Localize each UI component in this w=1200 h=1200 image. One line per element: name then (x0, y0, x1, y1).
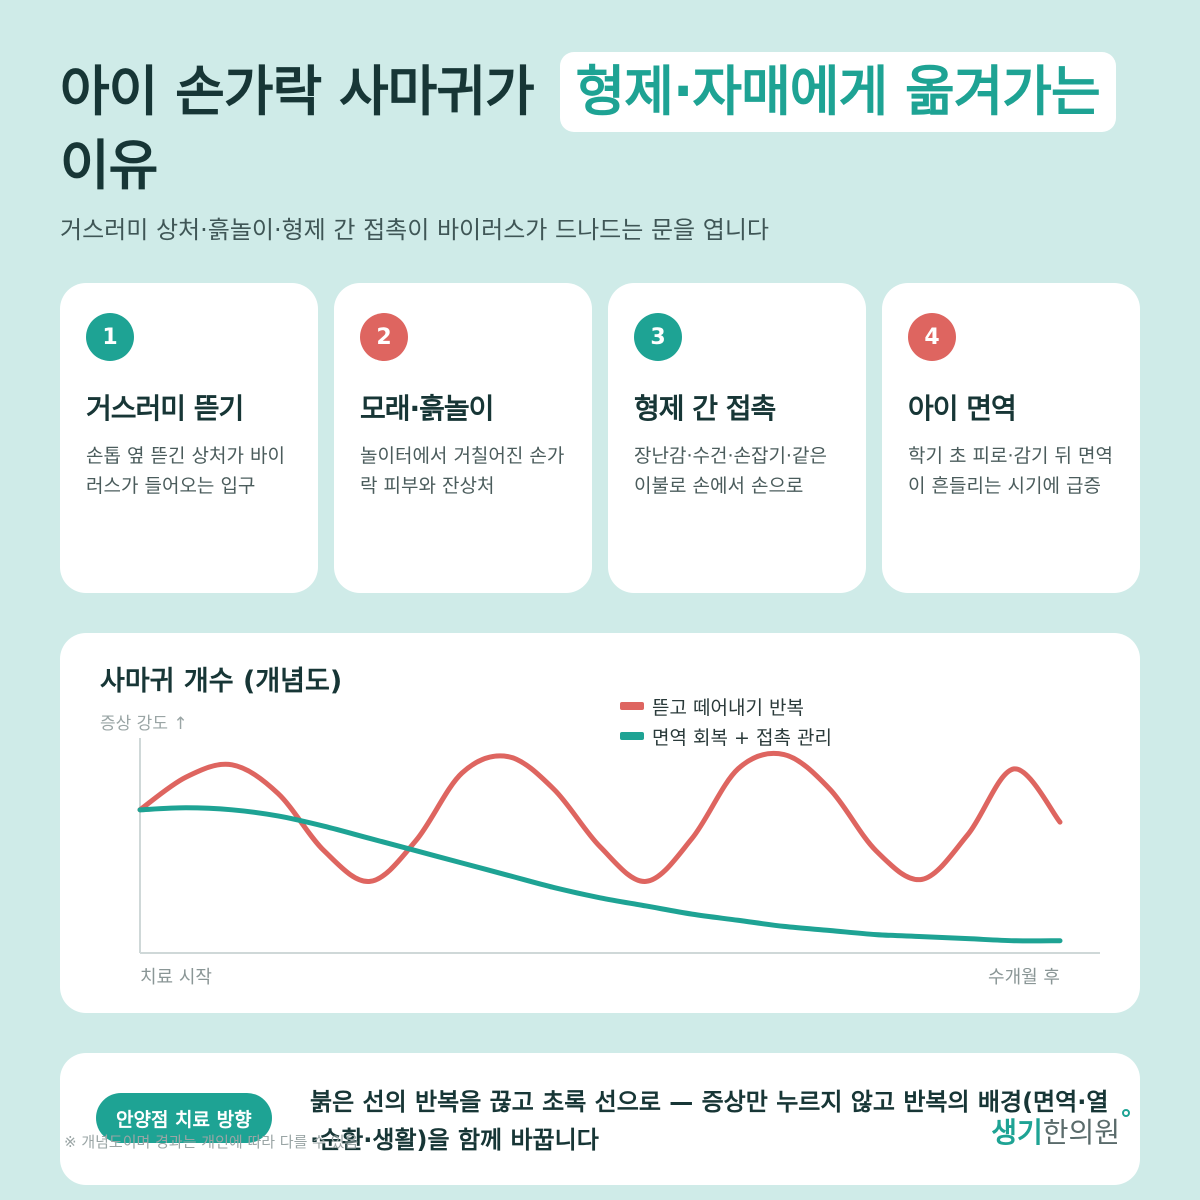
series-line-recovery (137, 805, 1063, 944)
card-number-badge: 3 (634, 313, 682, 361)
logo-dot-icon (1122, 1109, 1130, 1117)
branch-pill: 안양점 치료 방향 (96, 1093, 272, 1143)
chart-title: 사마귀 개수 (개념도) (100, 666, 343, 697)
title-part1: 아이 손가락 사마귀가 (60, 60, 535, 123)
legend-label: 면역 회복 + 접촉 관리 (652, 726, 832, 749)
legend-label: 뜯고 떼어내기 반복 (652, 696, 804, 719)
x-axis-end-label: 수개월 후 (988, 967, 1060, 988)
chart-legend: 뜯고 떼어내기 반복 면역 회복 + 접촉 관리 (620, 691, 832, 751)
x-axis-start-label: 치료 시작 (140, 967, 212, 988)
card-title: 아이 면역 (908, 392, 1017, 425)
y-axis-label: 증상 강도 ↑ (100, 714, 188, 734)
legend-item-teal: 면역 회복 + 접촉 관리 (620, 721, 832, 751)
title-part2: 이유 (60, 134, 158, 197)
cause-card-2: 2 모래·흙놀이 놀이터에서 거칠어진 손가락 피부와 잔상처 (334, 283, 592, 593)
card-body: 장난감·수건·손잡기·같은 이불로 손에서 손으로 (634, 445, 827, 497)
clinic-logo: 생기한의원 (991, 1111, 1120, 1151)
legend-swatch-teal (620, 732, 644, 740)
card-number-badge: 4 (908, 313, 956, 361)
cause-card-1: 1 거스러미 뜯기 손톱 옆 뜯긴 상처가 바이러스가 들어오는 입구 (60, 283, 318, 593)
logo-text-part2: 한의원 (1042, 1116, 1120, 1149)
legend-swatch-red (620, 702, 644, 710)
chart-panel: 사마귀 개수 (개념도) 뜯고 떼어내기 반복 면역 회복 + 접촉 관리 증상… (60, 633, 1140, 1013)
logo-text-part1: 생기 (991, 1116, 1043, 1149)
title-highlight: 형제·자매에게 옮겨가는 (559, 52, 1116, 132)
card-title: 거스러미 뜯기 (86, 392, 244, 425)
page-title: 아이 손가락 사마귀가 형제·자매에게 옮겨가는 이유 (60, 52, 1140, 200)
bottom-panel: 안양점 치료 방향 붉은 선의 반복을 끊고 초록 선으로 — 증상만 누르지 … (60, 1053, 1140, 1185)
card-number-badge: 2 (360, 313, 408, 361)
cause-cards: 1 거스러미 뜯기 손톱 옆 뜯긴 상처가 바이러스가 들어오는 입구 2 모래… (60, 283, 1140, 593)
legend-item-red: 뜯고 떼어내기 반복 (620, 691, 832, 721)
chart-plot (137, 738, 1100, 954)
card-title: 모래·흙놀이 (360, 392, 494, 425)
treatment-message: 붉은 선의 반복을 끊고 초록 선으로 — 증상만 누르지 않고 반복의 배경(… (310, 1088, 1109, 1154)
card-body: 손톱 옆 뜯긴 상처가 바이러스가 들어오는 입구 (86, 445, 285, 497)
cause-card-4: 4 아이 면역 학기 초 피로·감기 뒤 면역이 흔들리는 시기에 급증 (882, 283, 1140, 593)
card-body: 학기 초 피로·감기 뒤 면역이 흔들리는 시기에 급증 (908, 445, 1113, 497)
cause-card-3: 3 형제 간 접촉 장난감·수건·손잡기·같은 이불로 손에서 손으로 (608, 283, 866, 593)
card-title: 형제 간 접촉 (634, 392, 776, 425)
disclaimer-note: ※ 개념도이며 경과는 개인에 따라 다를 수 있음 (64, 1133, 359, 1151)
subtitle: 거스러미 상처·흙놀이·형제 간 접촉이 바이러스가 드나드는 문을 엽니다 (60, 216, 769, 244)
card-number-badge: 1 (86, 313, 134, 361)
card-body: 놀이터에서 거칠어진 손가락 피부와 잔상처 (360, 445, 565, 497)
